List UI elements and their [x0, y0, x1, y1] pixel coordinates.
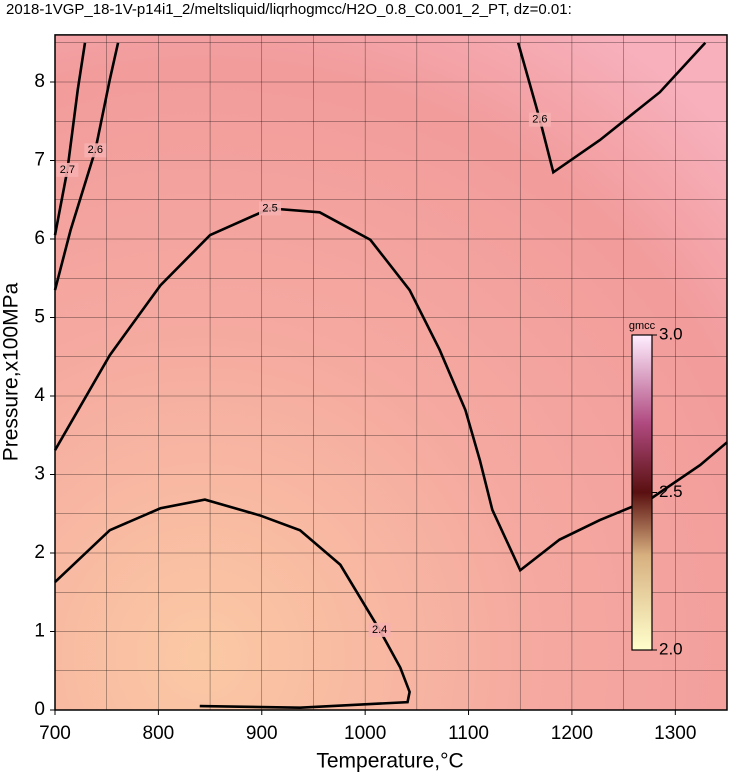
colorbar — [631, 334, 653, 651]
contour-label: 2.6 — [532, 114, 547, 126]
x-tick-label: 700 — [39, 723, 71, 744]
contour-label: 2.6 — [88, 144, 103, 156]
contour-label-bg — [528, 112, 551, 127]
contour-label: 2.5 — [262, 202, 277, 214]
colorbar-tick-label: 2.0 — [659, 639, 683, 658]
contour-label-bg — [368, 622, 391, 637]
colorbar-tick-label: 3.0 — [659, 324, 683, 343]
x-tick-label: 1100 — [448, 723, 489, 744]
y-tick-label: 8 — [34, 71, 45, 92]
colorbar-tick-label: 2.5 — [659, 482, 683, 501]
x-axis-label: Temperature,°C — [316, 750, 463, 773]
y-tick-label: 5 — [34, 307, 45, 328]
x-tick-label: 1200 — [551, 723, 593, 744]
plot-background — [55, 34, 727, 710]
contour-label-bg — [56, 162, 79, 177]
colorbar-title: gmcc — [629, 320, 656, 332]
y-tick-label: 6 — [34, 228, 45, 249]
contour-line — [53, 42, 87, 236]
y-tick-label: 0 — [34, 699, 45, 720]
x-tick-label: 1300 — [654, 723, 696, 744]
contour-line — [54, 498, 411, 709]
contour-label: 2.4 — [372, 624, 387, 636]
contour-label-bg — [259, 201, 282, 216]
y-tick-label: 2 — [34, 542, 45, 563]
contour-label: 2.7 — [60, 164, 75, 176]
chart-title: 2018-1VGP_18-1V-p14i1_2/meltsliquid/liqr… — [6, 1, 572, 18]
contour-line — [53, 207, 728, 573]
x-tick-label: 900 — [246, 723, 278, 744]
y-axis-label: Pressure,x100MPa — [0, 282, 23, 461]
contour-line — [516, 41, 707, 175]
x-tick-label: 800 — [143, 723, 175, 744]
contour-label-bg — [84, 143, 107, 158]
y-tick-label: 3 — [34, 464, 45, 485]
x-tick-label: 1000 — [344, 723, 386, 744]
y-tick-label: 4 — [34, 385, 45, 406]
plot-frame — [54, 34, 728, 711]
y-tick-label: 1 — [34, 621, 45, 642]
y-tick-label: 7 — [34, 150, 45, 171]
